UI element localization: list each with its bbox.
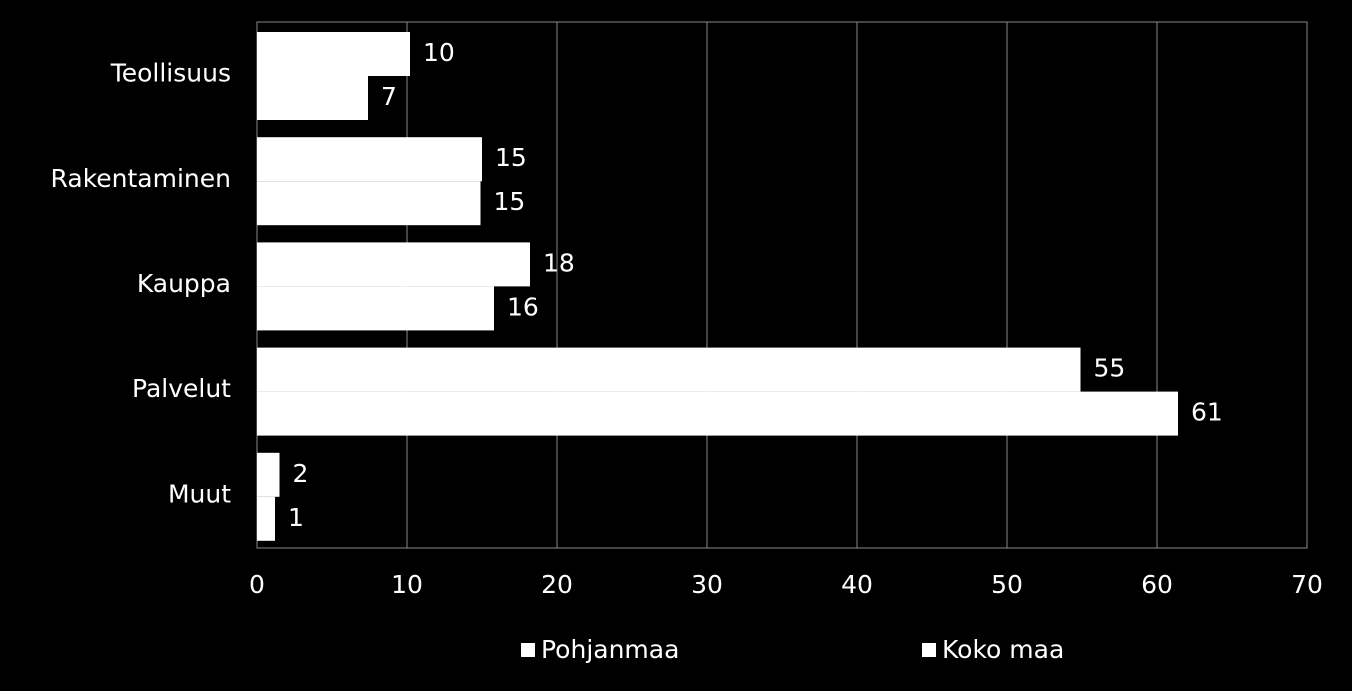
bar <box>257 242 530 287</box>
legend-swatch <box>521 643 535 657</box>
bar <box>257 137 482 182</box>
data-label: 1 <box>288 503 304 532</box>
data-label: 10 <box>423 38 455 67</box>
legend-label: Pohjanmaa <box>541 635 679 664</box>
bar <box>257 496 275 541</box>
bar <box>257 347 1081 392</box>
bar <box>257 181 481 226</box>
data-label: 15 <box>494 187 526 216</box>
data-label: 2 <box>293 459 309 488</box>
x-tick-label: 0 <box>249 570 265 599</box>
legend-label: Koko maa <box>942 635 1064 664</box>
data-label: 15 <box>495 143 527 172</box>
bar <box>257 391 1178 436</box>
x-tick-label: 50 <box>991 570 1023 599</box>
data-label: 55 <box>1094 354 1126 383</box>
data-label: 7 <box>381 82 397 111</box>
bar <box>257 286 494 331</box>
y-tick-label: Kauppa <box>137 269 231 298</box>
bar <box>257 32 410 76</box>
y-tick-label: Rakentaminen <box>51 164 231 193</box>
y-tick-label: Muut <box>168 479 231 508</box>
data-label: 18 <box>543 248 575 277</box>
data-label: 61 <box>1191 398 1223 427</box>
x-tick-label: 70 <box>1291 570 1323 599</box>
bar <box>257 452 280 497</box>
x-tick-label: 10 <box>391 570 423 599</box>
bar <box>257 76 368 120</box>
x-tick-label: 20 <box>541 570 573 599</box>
y-tick-label: Palvelut <box>132 374 231 403</box>
x-tick-label: 30 <box>691 570 723 599</box>
legend-swatch <box>922 643 936 657</box>
y-tick-label: Teollisuus <box>110 59 231 88</box>
x-tick-label: 60 <box>1141 570 1173 599</box>
data-label: 16 <box>507 292 539 321</box>
x-tick-label: 40 <box>841 570 873 599</box>
